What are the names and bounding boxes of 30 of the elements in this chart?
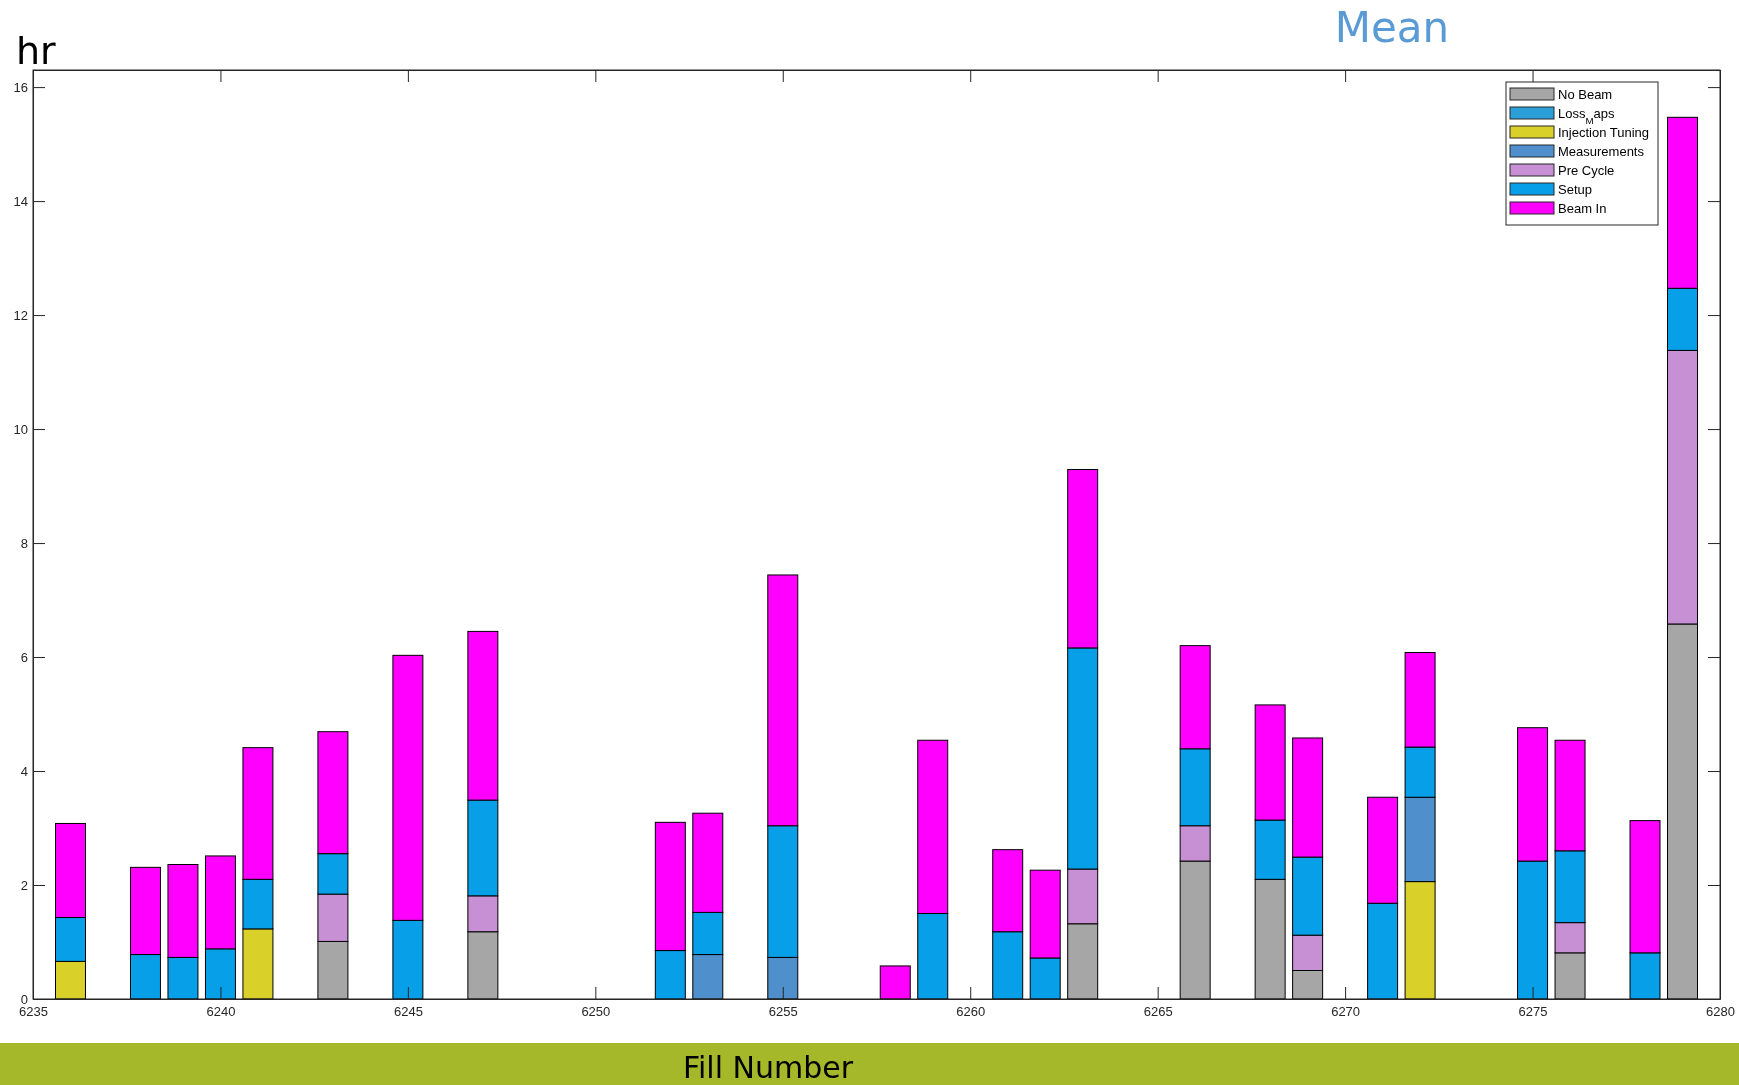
legend-label: Measurements [1558, 144, 1645, 159]
legend-label: Loss$_{M}$aps [1558, 106, 1616, 126]
x-tick-label: 6275 [1518, 1004, 1548, 1020]
y-tick-label: 6 [20, 649, 28, 665]
x-tick-label: 6260 [956, 1004, 986, 1020]
legend-label: Injection Tuning [1558, 125, 1650, 140]
y-tick-label: 16 [13, 79, 28, 95]
y-tick-label: 0 [20, 991, 28, 1007]
x-axis-title: Fill Number [682, 1050, 854, 1085]
chart-title: Mean [1334, 3, 1450, 52]
y-tick-label: 2 [20, 877, 28, 893]
y-axis-title: hr [16, 29, 57, 73]
x-tick-label: 6240 [206, 1004, 236, 1020]
bar [879, 965, 911, 1000]
y-tick-label: 8 [20, 535, 28, 551]
x-tick-label: 6235 [19, 1004, 48, 1020]
x-tick-label: 6270 [1331, 1004, 1361, 1020]
x-tick-label: 6245 [393, 1004, 423, 1020]
x-tick-label: 6265 [1143, 1004, 1173, 1020]
y-tick-label: 10 [13, 421, 28, 437]
y-tick-label: 12 [13, 307, 28, 323]
x-tick-label: 6250 [581, 1004, 611, 1020]
y-tick-label: 4 [20, 763, 28, 779]
y-tick-label: 14 [13, 193, 28, 209]
legend-label: No Beam [1558, 87, 1613, 102]
legend-label: Setup [1558, 182, 1592, 197]
x-tick-label: 6280 [1706, 1004, 1735, 1020]
legend-label: Pre Cycle [1558, 163, 1615, 178]
legend-label: Beam In [1558, 201, 1607, 216]
x-tick-label: 6255 [768, 1004, 798, 1020]
